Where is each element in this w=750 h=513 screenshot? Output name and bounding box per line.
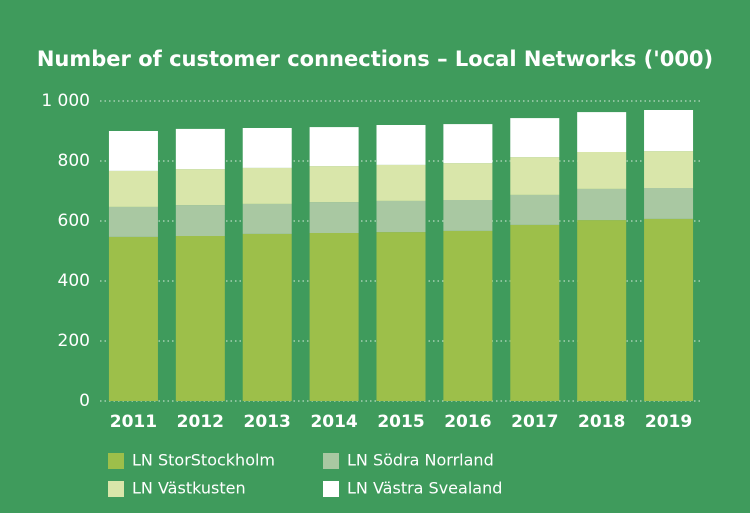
bar-segment bbox=[108, 206, 158, 237]
legend-swatch bbox=[323, 481, 339, 497]
bar-segment bbox=[644, 151, 694, 188]
bar-segment bbox=[175, 128, 225, 170]
bar-segment bbox=[376, 232, 426, 401]
bar-segment bbox=[644, 188, 694, 219]
legend-swatch bbox=[108, 481, 124, 497]
bar-segment bbox=[108, 131, 158, 171]
y-tick-label: 0 bbox=[79, 391, 90, 411]
x-tick-label: 2015 bbox=[377, 412, 424, 432]
bar-segment bbox=[577, 112, 627, 152]
x-tick-label: 2013 bbox=[244, 412, 291, 432]
bar-segment bbox=[376, 125, 426, 165]
bar-segment bbox=[242, 203, 292, 234]
bar-segment bbox=[108, 170, 158, 207]
bar-segment bbox=[309, 127, 359, 167]
bar-segment bbox=[510, 118, 560, 158]
bar-segment bbox=[242, 128, 292, 168]
legend-swatch bbox=[108, 453, 124, 469]
bar-segment bbox=[175, 236, 225, 401]
y-tick-label: 800 bbox=[58, 151, 90, 171]
x-tick-label: 2019 bbox=[645, 412, 692, 432]
bar-segment bbox=[242, 167, 292, 204]
bar-segment bbox=[175, 205, 225, 236]
bar-segment bbox=[644, 218, 694, 401]
bar-segment bbox=[175, 169, 225, 206]
bar-segment bbox=[309, 233, 359, 401]
bar-segment bbox=[443, 230, 493, 401]
y-tick-label: 200 bbox=[58, 331, 90, 351]
bar-segment bbox=[443, 200, 493, 231]
legend-label: LN Södra Norrland bbox=[347, 451, 494, 470]
bar-segment bbox=[309, 202, 359, 233]
x-tick-label: 2012 bbox=[177, 412, 224, 432]
bar-segment bbox=[309, 166, 359, 203]
bar-segment bbox=[376, 200, 426, 233]
legend-label: LN Västkusten bbox=[132, 479, 246, 498]
bar-segment bbox=[376, 164, 426, 201]
bar-segment bbox=[443, 163, 493, 200]
legend-swatch bbox=[323, 453, 339, 469]
bar-segment bbox=[510, 224, 560, 401]
bar-segment bbox=[510, 157, 560, 195]
legend-label: LN Västra Svealand bbox=[347, 479, 502, 498]
y-tick-label: 400 bbox=[58, 271, 90, 291]
x-tick-label: 2018 bbox=[578, 412, 625, 432]
bar-segment bbox=[242, 233, 292, 401]
legend-label: LN StorStockholm bbox=[132, 451, 275, 470]
y-tick-label: 600 bbox=[58, 211, 90, 231]
y-tick-label: 1 000 bbox=[41, 91, 90, 111]
bar-segment bbox=[510, 194, 560, 225]
bar-segment bbox=[577, 188, 627, 221]
bar-segment bbox=[644, 110, 694, 152]
x-tick-label: 2016 bbox=[444, 412, 491, 432]
chart-title: Number of customer connections – Local N… bbox=[37, 47, 713, 71]
bar-segment bbox=[108, 236, 158, 401]
bar-segment bbox=[577, 220, 627, 401]
x-tick-label: 2011 bbox=[110, 412, 157, 432]
bar-segment bbox=[577, 152, 627, 189]
x-tick-label: 2017 bbox=[511, 412, 558, 432]
bar-segment bbox=[443, 124, 493, 164]
x-tick-label: 2014 bbox=[310, 412, 357, 432]
